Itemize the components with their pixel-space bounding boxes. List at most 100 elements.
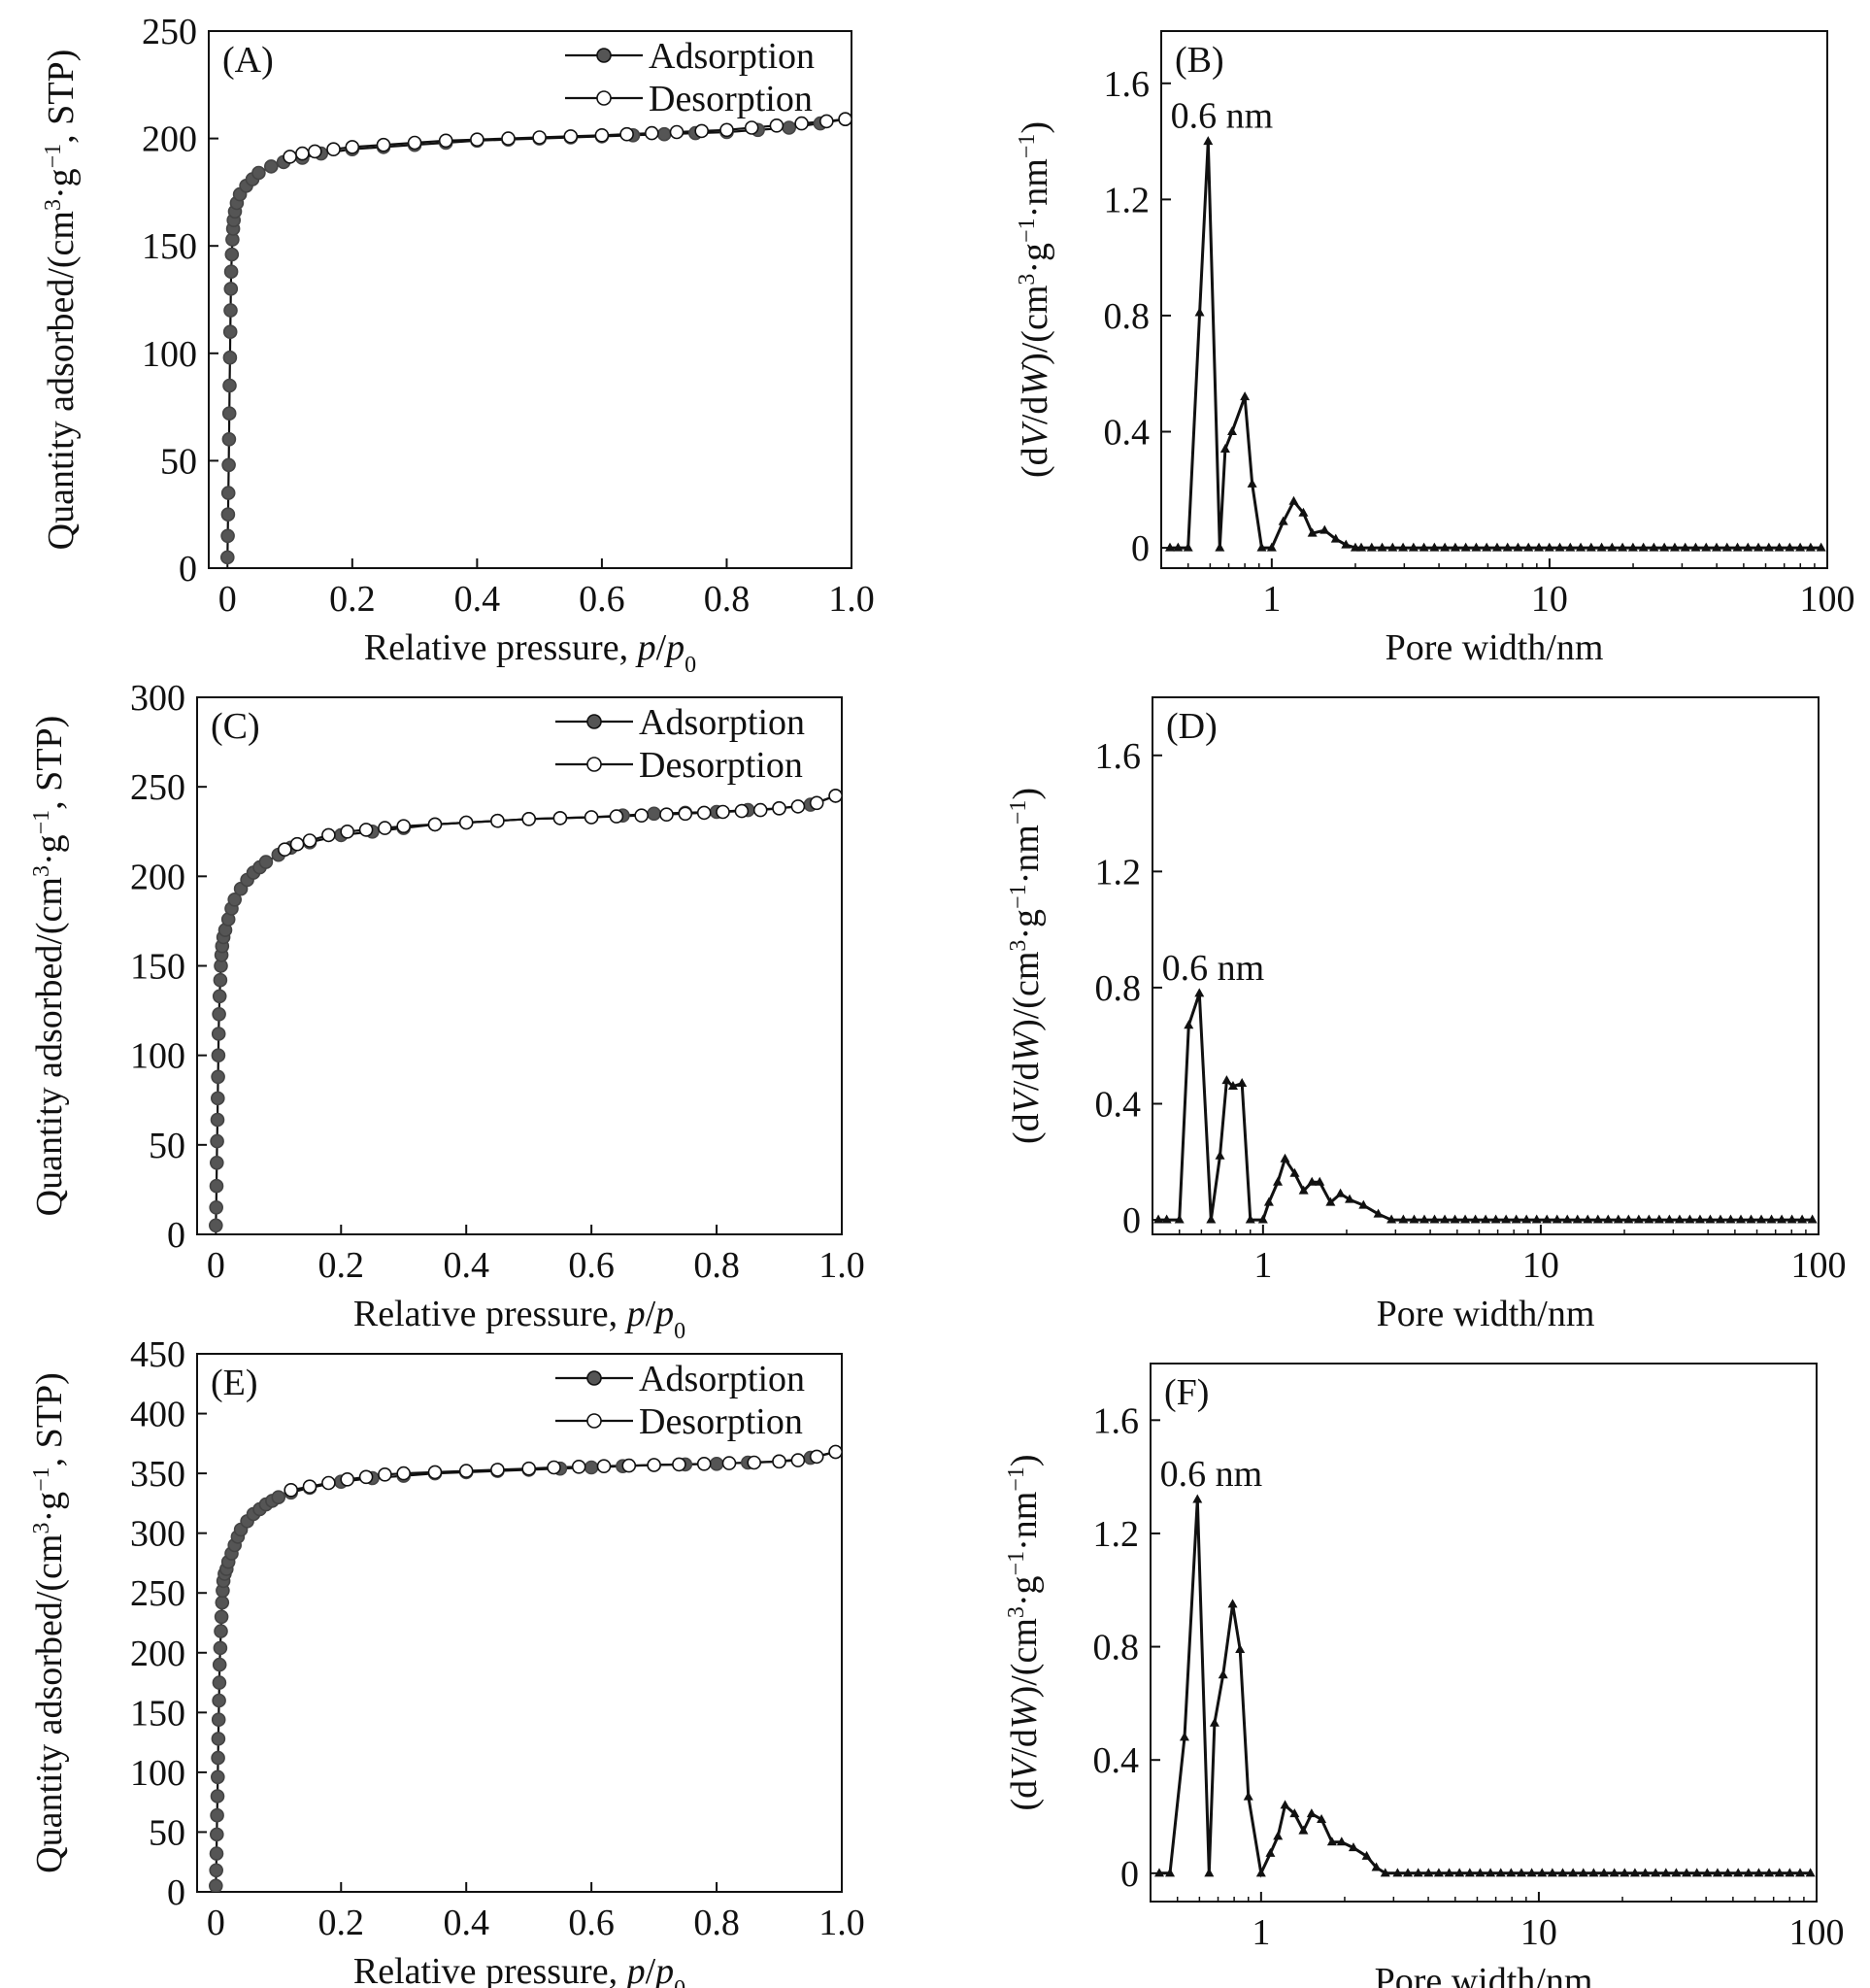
x-tick-label: 0.8 [693, 1903, 740, 1943]
data-point-desorption [427, 1465, 443, 1480]
data-point-triangle [1423, 1868, 1434, 1877]
data-point-triangle [1317, 1813, 1327, 1823]
data-point-triangle [1746, 1214, 1756, 1224]
data-point-triangle [1387, 542, 1398, 552]
data-point-triangle [1460, 1214, 1471, 1224]
data-point-adsorption [209, 1846, 224, 1861]
data-point-desorption [769, 118, 785, 133]
chart-panel: 1 10 100 0 0.4 0.8 1.2 1.6 Pore width/nm (dV/dW)/… [1004, 1363, 1845, 1988]
data-point-triangle [1627, 542, 1638, 552]
data-point-triangle [1576, 542, 1586, 552]
data-point-triangle [1361, 1850, 1372, 1860]
series-line-adsorption [215, 1450, 836, 1886]
data-point-triangle [1568, 1868, 1579, 1877]
x-tick-label: 100 [1800, 579, 1855, 620]
data-point-triangle [1620, 1868, 1630, 1877]
data-point-desorption [694, 123, 710, 139]
y-tick-label: 200 [130, 857, 185, 897]
data-point-triangle [1785, 1868, 1795, 1877]
data-point-triangle [1460, 542, 1471, 552]
data-point-adsorption [214, 1624, 228, 1638]
data-point-triangle [1669, 542, 1680, 552]
y-axis-label: Quantity adsorbed/(cm3·g−1, STP) [29, 716, 70, 1217]
data-point-desorption [752, 802, 768, 818]
legend-label: Desorption [649, 79, 813, 119]
data-point-desorption [340, 824, 355, 839]
data-point-desorption [809, 1449, 824, 1465]
data-point-triangle [1629, 1868, 1640, 1877]
chart-panel: 0 0.2 0.4 0.6 0.8 1.0 0 50 100 150 200 250 300 Relati… [29, 678, 865, 1344]
x-tick-label: 0.8 [704, 579, 751, 620]
data-point-desorption [321, 1475, 336, 1491]
data-point-triangle [1273, 1176, 1284, 1186]
data-point-triangle [1534, 542, 1545, 552]
data-point-desorption [794, 116, 809, 131]
data-point-triangle [1215, 542, 1225, 552]
data-point-triangle [1164, 542, 1175, 552]
data-point-triangle [1513, 542, 1523, 552]
data-point-desorption [490, 813, 505, 828]
y-tick-label: 0 [1120, 1854, 1139, 1895]
data-point-triangle [1325, 1196, 1336, 1206]
data-point-adsorption [709, 1457, 724, 1471]
plot-area [209, 789, 842, 1233]
data-point-adsorption [211, 1732, 226, 1746]
data-point-adsorption [211, 1091, 225, 1106]
data-point-desorption [427, 817, 443, 832]
data-point-triangle [1336, 1836, 1347, 1846]
data-point-triangle [1450, 542, 1460, 552]
data-point-adsorption [212, 1657, 227, 1672]
legend-label: Adsorption [639, 1359, 805, 1399]
data-point-desorption [716, 804, 730, 820]
data-point-triangle [1408, 542, 1419, 552]
data-point-triangle [1743, 1868, 1753, 1877]
data-point-triangle [1398, 542, 1409, 552]
data-point-triangle [1613, 1214, 1623, 1224]
data-point-triangle [1247, 478, 1257, 488]
y-tick-label: 50 [149, 1812, 185, 1853]
data-point-adsorption [227, 892, 242, 907]
data-point-triangle [1218, 1669, 1228, 1679]
psd-line [1158, 993, 1813, 1222]
data-point-desorption [295, 146, 310, 161]
legend-label: Desorption [639, 745, 803, 786]
data-point-triangle [1705, 1214, 1716, 1224]
plot-frame [196, 1353, 843, 1893]
data-point-adsorption [221, 406, 237, 421]
data-point-desorption [532, 130, 547, 145]
data-point-triangle [1592, 1214, 1603, 1224]
data-point-triangle [1511, 1214, 1521, 1224]
data-point-triangle [1537, 1868, 1548, 1877]
data-point-desorption [283, 150, 297, 164]
y-tick-label: 100 [142, 334, 197, 375]
data-point-triangle [1380, 1868, 1390, 1877]
data-point-triangle [1280, 1153, 1290, 1162]
y-axis-label: (dV/dW)/(cm3·g−1·nm−1) [1004, 1454, 1045, 1810]
data-point-triangle [1386, 1214, 1397, 1224]
data-point-desorption [521, 1461, 537, 1476]
data-point-triangle [1491, 542, 1502, 552]
psd-line [1159, 1499, 1811, 1878]
x-tick-label: 0.2 [318, 1903, 365, 1943]
data-point-triangle [1633, 1214, 1644, 1224]
chart-panel: 1 10 100 0 0.4 0.8 1.2 1.6 Pore width/nm (dV/dW)/… [1015, 30, 1855, 668]
data-point-adsorption [214, 1609, 229, 1625]
data-point-desorption [678, 806, 693, 822]
data-point-triangle [1732, 542, 1743, 552]
data-point-triangle [1797, 1214, 1808, 1224]
y-tick-label: 150 [142, 226, 197, 267]
y-tick-label: 0 [1131, 528, 1150, 569]
data-point-adsorption [211, 1048, 226, 1062]
y-tick-label: 0.8 [1104, 296, 1151, 337]
data-point-triangle [1373, 1208, 1384, 1218]
x-tick-label: 0.2 [329, 579, 376, 620]
y-tick-label: 50 [149, 1126, 185, 1166]
data-point-desorption [376, 137, 391, 152]
legend-marker [586, 757, 602, 772]
x-tick-label: 10 [1522, 1245, 1559, 1286]
data-point-triangle [1471, 542, 1482, 552]
data-point-desorption [747, 1455, 762, 1470]
data-point-triangle [1326, 1836, 1337, 1846]
data-point-triangle [1805, 542, 1816, 552]
